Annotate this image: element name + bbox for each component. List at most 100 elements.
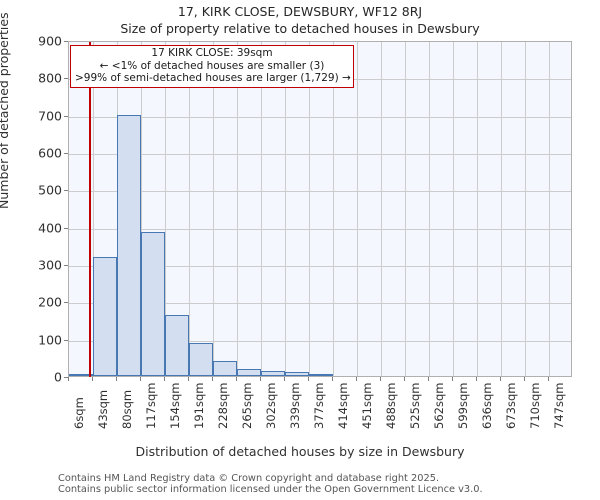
histogram-bar xyxy=(189,342,213,376)
x-axis-tick-label: 377sqm xyxy=(312,382,326,429)
y-axis-tick-label: 800 xyxy=(38,70,62,86)
histogram-bar xyxy=(309,374,333,376)
gridline-vertical xyxy=(549,42,550,376)
gridline-vertical xyxy=(165,42,166,376)
gridline-vertical xyxy=(285,42,286,376)
y-axis-tick xyxy=(64,190,68,192)
x-axis-tick-label: 191sqm xyxy=(192,382,206,429)
x-axis-tick xyxy=(140,377,141,381)
x-axis-tick xyxy=(404,377,405,381)
y-axis-tick xyxy=(64,265,68,266)
x-axis-tick xyxy=(332,377,333,381)
y-axis-tick xyxy=(64,41,68,42)
gridline-horizontal xyxy=(69,191,571,193)
histogram-bar xyxy=(213,361,237,376)
footer-copyright-line-1: Contains HM Land Registry data © Crown c… xyxy=(58,473,440,484)
gridline-vertical xyxy=(405,42,406,376)
x-axis-tick-label: 747sqm xyxy=(552,382,566,429)
x-axis-tick xyxy=(548,377,549,381)
x-axis-tick-label: 488sqm xyxy=(384,382,398,429)
x-axis-tick xyxy=(68,377,69,381)
x-axis-tick xyxy=(476,377,477,381)
x-axis-tick xyxy=(356,377,357,381)
histogram-bar xyxy=(117,114,141,376)
y-axis-tick-label: 600 xyxy=(38,145,62,161)
x-axis-tick xyxy=(500,377,501,381)
histogram-bar xyxy=(261,371,285,376)
x-axis-tick xyxy=(260,377,261,381)
gridline-horizontal xyxy=(69,266,571,267)
x-axis-tick xyxy=(524,377,525,381)
y-axis-tick xyxy=(64,227,68,229)
x-axis-tick-label: 265sqm xyxy=(240,382,254,429)
x-axis-tick xyxy=(212,377,213,381)
x-axis-tick xyxy=(188,377,189,381)
gridline-vertical xyxy=(333,42,334,376)
x-axis-tick-label: 302sqm xyxy=(264,382,278,429)
y-axis-tick-label: 300 xyxy=(38,257,62,273)
gridline-vertical xyxy=(141,42,142,376)
y-axis-tick xyxy=(64,78,68,80)
x-axis-tick xyxy=(236,377,237,381)
y-axis-tick xyxy=(64,377,68,378)
gridline-vertical xyxy=(381,42,382,376)
gridline-vertical xyxy=(357,42,358,376)
x-axis-tick-label: 228sqm xyxy=(216,382,230,429)
histogram-bar xyxy=(165,315,189,376)
histogram-bar xyxy=(285,372,309,376)
x-axis-tick xyxy=(380,377,381,381)
y-axis-tick-label: 100 xyxy=(38,332,62,348)
gridline-horizontal xyxy=(69,116,571,118)
gridline-vertical xyxy=(189,42,190,376)
property-size-marker-line xyxy=(89,42,91,377)
y-axis-tick-label: 900 xyxy=(38,33,62,49)
x-axis-tick xyxy=(284,377,285,381)
y-axis-tick xyxy=(64,339,68,341)
x-axis-tick-label: 43sqm xyxy=(96,389,110,429)
x-axis-tick-label: 6sqm xyxy=(72,397,86,429)
x-axis-title: Distribution of detached houses by size … xyxy=(135,444,465,459)
property-annotation-box: 17 KIRK CLOSE: 39sqm ← <1% of detached h… xyxy=(70,45,354,88)
x-axis-tick-label: 339sqm xyxy=(288,382,302,429)
histogram-bar xyxy=(141,231,165,376)
x-axis-tick xyxy=(452,377,453,381)
gridline-vertical xyxy=(477,42,478,376)
gridline-horizontal xyxy=(69,228,571,230)
y-axis-tick-label: 700 xyxy=(38,108,62,124)
gridline-vertical xyxy=(237,42,238,376)
annotation-line-1: 17 KIRK CLOSE: 39sqm xyxy=(151,47,273,59)
x-axis-tick-label: 154sqm xyxy=(168,382,182,429)
x-axis-tick-label: 636sqm xyxy=(480,382,494,429)
y-axis-tick-label: 400 xyxy=(38,220,62,236)
x-axis-tick-label: 599sqm xyxy=(456,382,470,429)
x-axis-tick-label: 414sqm xyxy=(336,382,350,429)
gridline-vertical xyxy=(309,42,310,376)
x-axis-tick xyxy=(164,377,165,381)
y-axis-tick-label: 0 xyxy=(54,369,62,385)
y-axis-tick-label: 500 xyxy=(38,182,62,198)
y-axis-tick xyxy=(64,153,68,154)
gridline-vertical xyxy=(93,42,94,376)
y-axis-tick-label: 200 xyxy=(38,294,62,310)
x-axis-tick-label: 117sqm xyxy=(144,382,158,429)
gridline-vertical xyxy=(429,42,430,376)
annotation-line-3: >99% of semi-detached houses are larger … xyxy=(75,72,351,85)
gridline-vertical xyxy=(525,42,526,376)
y-axis-tick xyxy=(64,302,68,304)
footer-copyright-line-2: Contains public sector information licen… xyxy=(58,484,483,495)
plot-area xyxy=(68,41,572,377)
gridline-vertical xyxy=(213,42,214,376)
x-axis-tick-label: 525sqm xyxy=(408,382,422,429)
x-axis-tick xyxy=(308,377,309,381)
page-title: 17, KIRK CLOSE, DEWSBURY, WF12 8RJ xyxy=(177,4,423,19)
x-axis-tick xyxy=(116,377,117,381)
gridline-vertical xyxy=(261,42,262,376)
x-axis-tick xyxy=(428,377,429,381)
chart-subtitle: Size of property relative to detached ho… xyxy=(120,21,480,36)
x-axis-tick-label: 451sqm xyxy=(360,382,374,429)
x-axis-tick xyxy=(92,377,93,381)
gridline-vertical xyxy=(501,42,502,376)
gridline-horizontal xyxy=(69,154,571,155)
gridline-horizontal xyxy=(69,303,571,305)
